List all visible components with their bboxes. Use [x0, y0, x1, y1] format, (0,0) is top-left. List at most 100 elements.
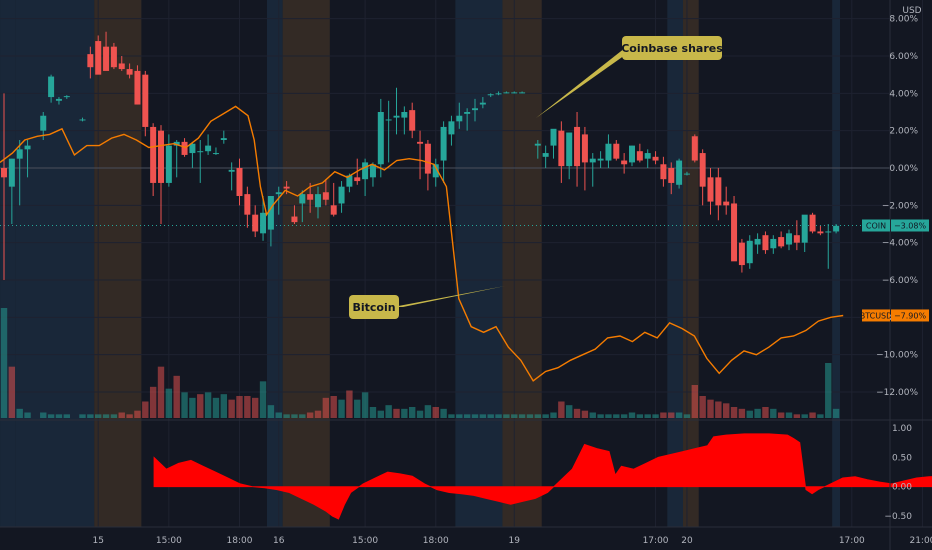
price-tick-label: −6.00%: [882, 276, 919, 286]
price-tick-label: −2.00%: [882, 201, 919, 211]
oscillator-area: [153, 433, 932, 520]
price-tick-label: 2.00%: [889, 127, 918, 137]
volume-bar: [361, 392, 369, 418]
candle-body: [283, 186, 290, 189]
time-axis: 15 15:00 18:00 16 15:00 18:00 19 17:00 20 17:00 21…: [92, 536, 932, 546]
candle-body: [746, 240, 753, 264]
candle-body: [786, 233, 792, 245]
coinbase-callout-box: [622, 36, 722, 60]
volume-bar: [660, 412, 667, 418]
candle-body: [236, 168, 243, 196]
candle-body: [652, 156, 659, 161]
volume-bar: [542, 414, 549, 418]
candle-body: [738, 242, 745, 266]
volume-bar: [165, 388, 173, 418]
volume-bars: [0, 308, 840, 418]
candle-body: [723, 201, 730, 206]
candle-body: [770, 238, 777, 249]
tag-symbol-box: [862, 219, 890, 232]
candle-body: [503, 92, 510, 94]
volume-bar: [707, 399, 714, 418]
price-axis-unit: USD: [902, 6, 921, 16]
candle-body: [55, 98, 62, 101]
price-tick-label: 0.00%: [889, 164, 918, 174]
candle-body: [165, 145, 172, 183]
volume-bar: [613, 414, 620, 418]
candle-body: [660, 164, 667, 180]
candle-body: [173, 141, 180, 146]
volume-bar: [715, 401, 722, 418]
candle-body: [495, 93, 502, 95]
volume-bar: [456, 414, 463, 418]
bitcoin-series-line: [0, 105, 844, 382]
bitcoin-callout-box: [349, 295, 399, 319]
volume-bar: [0, 308, 8, 418]
candle-body: [511, 92, 518, 94]
candle-body: [440, 126, 447, 161]
candle-body: [220, 138, 227, 140]
volume-bar: [252, 397, 259, 418]
session-band-pre: [502, 0, 542, 527]
volume-bar: [699, 396, 706, 418]
volume-bar: [566, 405, 573, 418]
volume-bar: [628, 412, 636, 418]
candle-body: [346, 175, 353, 187]
candle-body: [212, 153, 219, 155]
volume-bar: [314, 410, 322, 418]
session-band-post: [266, 0, 283, 527]
candle-body: [330, 205, 337, 215]
last-value-tag-coin: COIN −3.08%: [862, 219, 929, 232]
volume-bar: [668, 412, 675, 418]
volume-bar: [322, 397, 330, 418]
volume-bar: [291, 414, 298, 418]
candle-body: [581, 134, 588, 163]
candle-body: [260, 212, 267, 234]
candle-body: [464, 112, 471, 114]
volume-bar: [581, 410, 589, 418]
candle-body: [385, 119, 392, 121]
coinbase-callout-pointer: [536, 48, 635, 118]
price-tick-label: 6.00%: [889, 52, 918, 62]
tag-symbol-box: [862, 309, 890, 322]
candle-body: [103, 46, 110, 71]
candle-body: [181, 141, 188, 155]
volume-bar: [652, 414, 659, 418]
bitcoin-line: [0, 105, 844, 382]
time-tick-label: 16: [273, 536, 285, 546]
volume-bar: [40, 412, 47, 418]
volume-bar: [723, 403, 730, 418]
time-tick-label: 19: [509, 536, 521, 546]
volume-bar: [409, 407, 416, 418]
volume-bar: [832, 408, 840, 418]
candle-body: [63, 96, 70, 98]
callouts: Coinbase shares Bitcoin: [349, 36, 723, 319]
volume-bar: [259, 381, 267, 418]
volume-bar: [424, 405, 432, 418]
tag-value-box: [891, 309, 929, 322]
volume-bar: [79, 414, 86, 418]
volume-bar: [809, 412, 816, 418]
volume-bar: [377, 410, 384, 418]
candle-body: [142, 74, 149, 127]
volume-bar: [338, 399, 345, 418]
volume-bar: [306, 412, 314, 418]
volume-bar: [762, 407, 769, 418]
volume-bar: [197, 394, 204, 418]
tag-value: −7.90%: [894, 311, 927, 320]
volume-bar: [471, 414, 479, 418]
volume-bar: [47, 414, 55, 418]
volume-bar: [275, 412, 282, 418]
candle-body: [519, 92, 526, 94]
oscillator-tick-label: 0.50: [892, 453, 912, 463]
last-value-tags: COIN −3.08% BTCUSD −7.90%: [860, 219, 929, 322]
volume-bar: [267, 405, 275, 418]
volume-bar: [416, 410, 424, 418]
volume-bar: [620, 414, 628, 418]
candle-body: [377, 112, 384, 165]
tag-value: −3.08%: [894, 221, 927, 230]
candle-body: [401, 112, 408, 118]
candle-body: [762, 235, 769, 251]
session-band-post: [15, 0, 95, 527]
candle-body: [809, 214, 816, 232]
